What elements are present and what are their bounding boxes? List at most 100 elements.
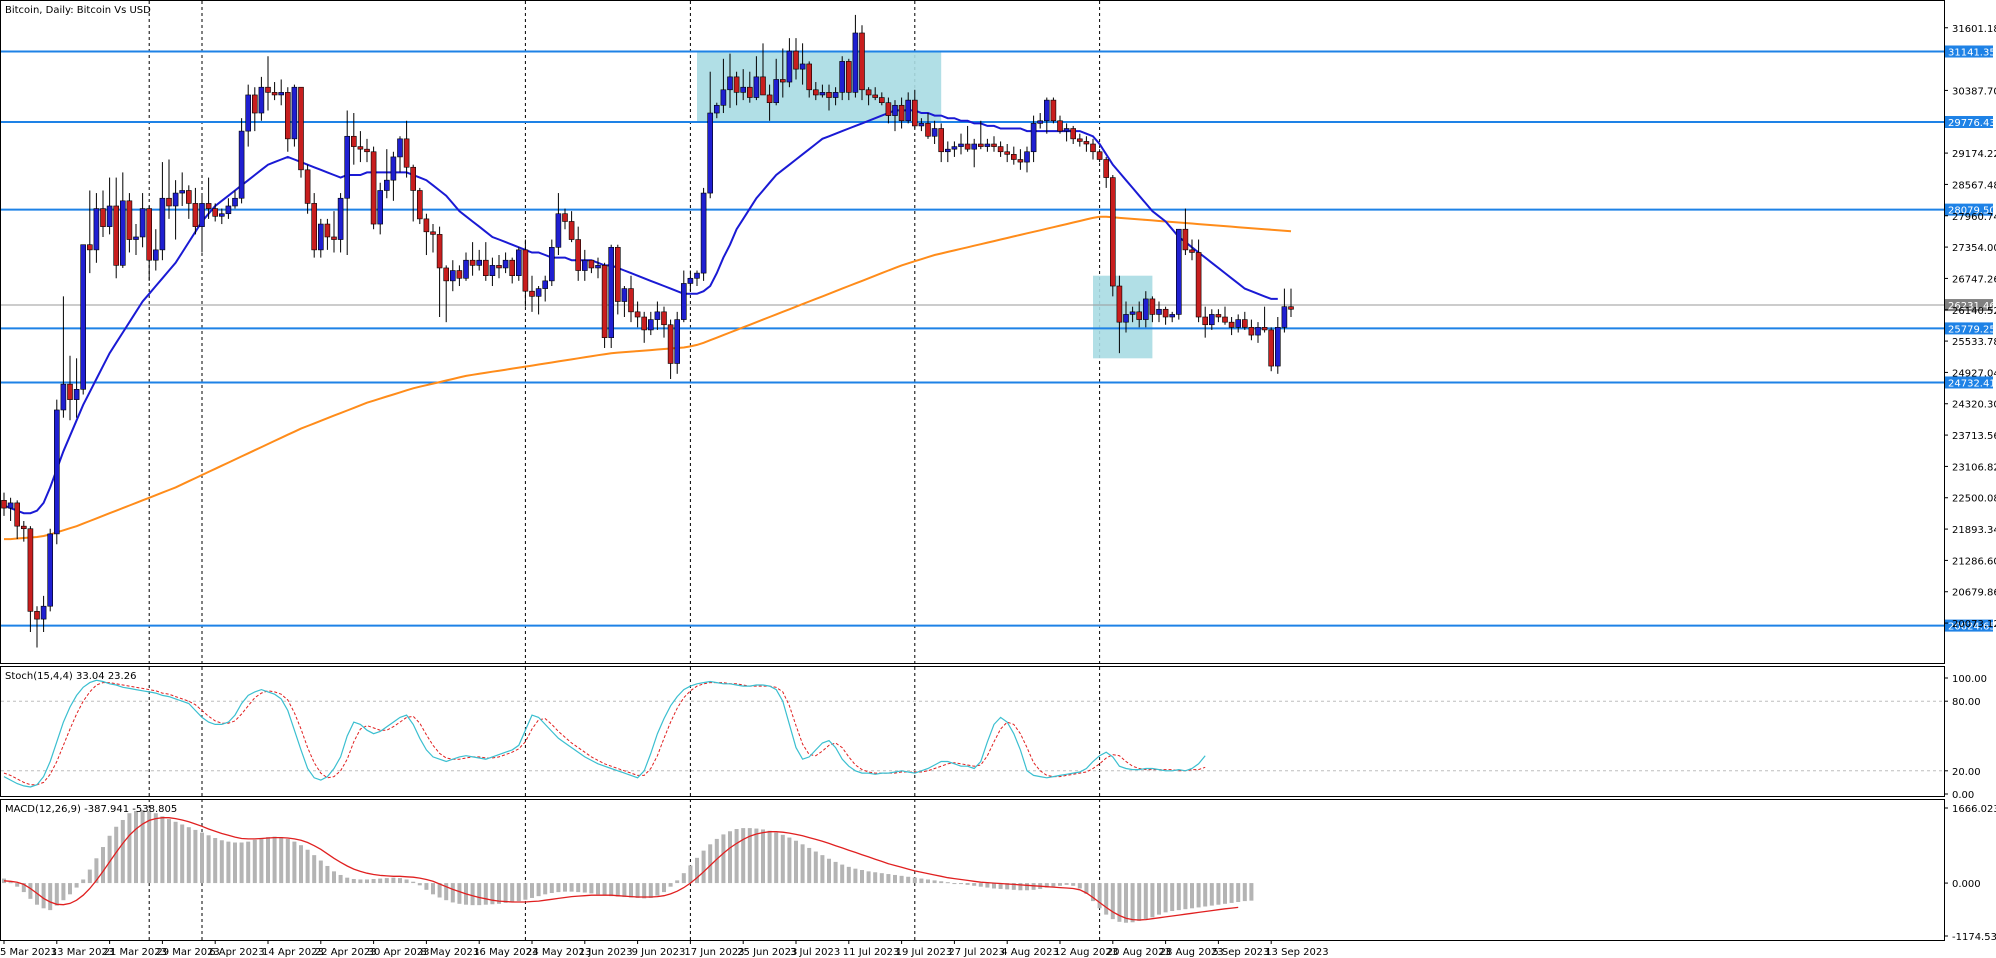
candle-body — [489, 265, 496, 276]
bear-candle — [403, 120, 410, 178]
macd-histogram-bar — [398, 878, 402, 884]
macd-histogram-bar — [510, 883, 515, 902]
macd-histogram-bar — [424, 883, 429, 890]
candle-body — [350, 135, 357, 147]
candle-body — [337, 197, 344, 240]
macd-histogram-bar — [642, 883, 647, 899]
candle-body — [991, 143, 997, 147]
candle-body — [317, 223, 324, 251]
macd-histogram-bar — [1077, 883, 1082, 889]
macd-axis-label: -1174.536 — [1952, 932, 1996, 943]
candle-body — [1195, 252, 1202, 318]
bull-candle — [931, 120, 938, 145]
candle-body — [535, 288, 542, 297]
bull-candle — [93, 193, 100, 263]
macd-histogram-bar — [391, 877, 396, 884]
price-axis-label: 31601.18 — [1952, 24, 1996, 35]
macd-histogram-bar — [483, 883, 488, 905]
bear-candle — [1, 492, 7, 516]
macd-histogram-bar — [1150, 883, 1155, 918]
macd-histogram-bar — [1183, 883, 1188, 910]
bear-candle — [1010, 146, 1017, 165]
stochastic-series — [1, 679, 1944, 788]
candle-body — [529, 290, 535, 297]
macd-histogram-bar — [378, 878, 383, 884]
date-axis-label: 9 Jun 2023 — [632, 947, 686, 958]
bear-candle — [997, 141, 1004, 157]
candle-body — [469, 259, 476, 266]
stochastic-panel-frame — [0, 666, 1945, 797]
bear-candle — [212, 203, 218, 222]
candle-body — [1143, 298, 1149, 320]
candle-body — [153, 249, 159, 261]
price-axis-label: 21893.34 — [1952, 525, 1996, 536]
macd-histogram-bar — [87, 869, 92, 884]
macd-histogram-bar — [292, 841, 297, 884]
price-axis-label: 26747.26 — [1952, 274, 1996, 285]
macd-histogram-bar — [985, 883, 990, 888]
macd-histogram-bar — [1223, 883, 1227, 904]
candle-body — [271, 92, 278, 96]
candle-body — [7, 502, 14, 509]
price-panel-frame — [0, 0, 1945, 664]
candle-body — [905, 99, 912, 122]
candle-body — [179, 190, 185, 194]
candle-body — [898, 104, 905, 122]
macd-histogram-bar — [536, 883, 541, 897]
bull-candle — [383, 149, 390, 199]
macd-histogram-bar — [94, 858, 99, 884]
candle-body — [806, 63, 813, 91]
bull-candle — [944, 141, 951, 163]
candle-body — [126, 200, 133, 240]
macd-histogram-bar — [81, 879, 86, 884]
bear-candle — [298, 86, 304, 178]
bear-candle — [1103, 156, 1109, 188]
price-axis-label: 21286.60 — [1952, 556, 1996, 567]
macd-histogram-bar — [530, 883, 534, 898]
bear-candle — [126, 193, 133, 253]
macd-histogram-bar — [1044, 883, 1049, 888]
candle-body — [720, 89, 727, 106]
macd-histogram-bar — [602, 883, 607, 896]
bear-candle — [911, 89, 918, 129]
macd-histogram-bar — [107, 835, 112, 884]
bear-candle — [806, 61, 813, 98]
macd-histogram-bar — [497, 883, 501, 904]
macd-histogram-bar — [206, 835, 211, 884]
macd-histogram-bar — [998, 883, 1003, 889]
macd-histogram-bar — [219, 840, 224, 884]
bull-candle — [106, 177, 113, 235]
bear-candle — [430, 224, 436, 253]
price-axis-label: 27960.74 — [1952, 212, 1996, 223]
level-price-tag — [1945, 203, 1993, 216]
candle-body — [971, 143, 978, 150]
candle-body — [166, 197, 172, 207]
macd-histogram-bar — [886, 874, 891, 884]
bull-candle — [621, 286, 628, 318]
price-axis-label: 22500.08 — [1952, 494, 1996, 505]
bull-candle — [390, 151, 397, 201]
candle-body — [1123, 314, 1129, 323]
macd-histogram-bar — [318, 860, 323, 884]
bear-candle — [1162, 306, 1169, 325]
bull-candle — [153, 229, 159, 271]
price-axis-label: 24320.30 — [1952, 400, 1996, 411]
price-axis-label: 25533.78 — [1952, 337, 1996, 348]
candle-body — [707, 112, 714, 194]
candle-body — [449, 270, 456, 282]
bear-candle — [192, 187, 199, 235]
candle-body — [430, 231, 436, 235]
bear-candle — [1116, 275, 1123, 354]
macd-histogram-bar — [807, 847, 812, 884]
macd-histogram-bar — [648, 883, 653, 898]
bull-candle — [1209, 309, 1215, 330]
macd-histogram-bar — [780, 834, 785, 884]
candle-body — [1063, 128, 1070, 132]
macd-histogram-bar — [906, 876, 911, 884]
macd-histogram-bar — [714, 838, 719, 884]
stochastic-signal-line — [3, 682, 1206, 786]
candle-body — [1096, 151, 1103, 160]
candle-body — [911, 99, 918, 127]
candle-body — [713, 104, 720, 114]
candle-body — [1057, 120, 1063, 132]
